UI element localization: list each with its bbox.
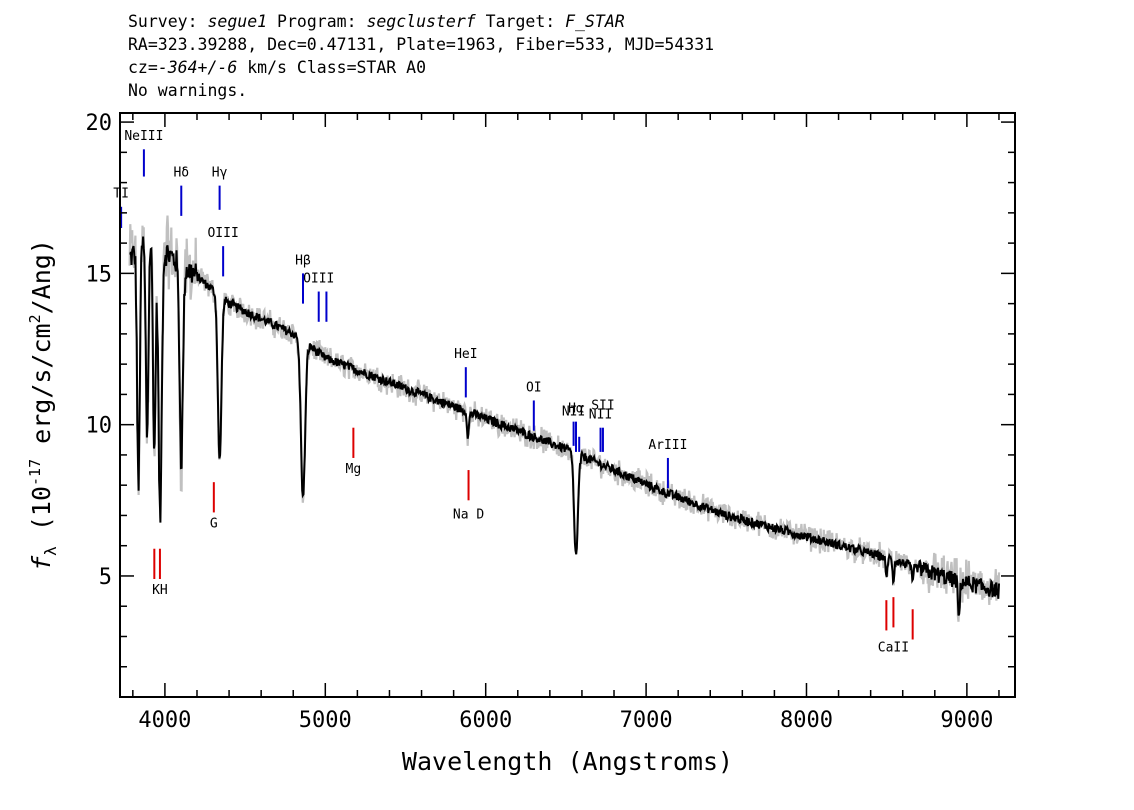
emission-line-label: OIII [303, 271, 334, 286]
absorption-line-label: G [210, 517, 218, 532]
x-axis-label: Wavelength (Angstroms) [402, 747, 733, 776]
x-tick-label: 9000 [940, 708, 993, 733]
emission-line-label: OIII [207, 226, 238, 241]
y-label-units: erg/s/cm [27, 323, 56, 458]
target-value: F_STAR [565, 12, 625, 31]
y-label-end: /Ang) [27, 239, 56, 314]
x-tick-label: 4000 [138, 708, 191, 733]
emission-line-label: NII [589, 408, 612, 423]
cz-class: km/s Class=STAR A0 [237, 58, 427, 77]
emission-line-label: NeIII [124, 129, 163, 144]
flux-series-line [129, 236, 1000, 616]
y-tick-label: 20 [86, 111, 113, 136]
y-label-exp2: 2 [26, 314, 44, 323]
program-value: segclusterf [366, 12, 476, 31]
target-label: Target: [475, 12, 566, 31]
header-survey-line: Survey: segue1 Program: segclusterf Targ… [128, 10, 714, 33]
spectrum-header: Survey: segue1 Program: segclusterf Targ… [128, 10, 714, 102]
y-label-main: (10 [27, 486, 56, 546]
survey-value: segue1 [207, 12, 268, 31]
header-cz-line: cz=-364+/-6 km/s Class=STAR A0 [128, 56, 714, 79]
x-tick-label: 5000 [299, 708, 352, 733]
emission-line-label: Hβ [295, 253, 311, 268]
plot-frame [119, 112, 1016, 698]
y-tick-label: 10 [86, 414, 113, 439]
y-label-exp: -17 [26, 459, 44, 486]
absorption-line-label: CaII [878, 641, 909, 656]
emission-line-label: Hδ [173, 166, 189, 181]
header-warnings-line: No warnings. [128, 81, 248, 100]
emission-line-label: SII [591, 399, 614, 414]
emission-line-label: HeI [454, 347, 477, 362]
x-tick-label: 7000 [620, 708, 673, 733]
absorption-line-label: Na D [453, 507, 484, 522]
header-coords-line: RA=323.39288, Dec=0.47131, Plate=1963, F… [128, 35, 715, 54]
y-label-prefix: f [27, 555, 56, 571]
program-label: Program: [267, 12, 367, 31]
x-tick-label: 8000 [780, 708, 833, 733]
cz-label: cz= [128, 58, 158, 77]
survey-label: Survey: [128, 12, 208, 31]
emission-line-label: OI [526, 380, 542, 395]
absorption-line-label: Mg [346, 462, 362, 477]
absorption-line-label: KH [152, 583, 168, 598]
y-label-sub: λ [41, 546, 60, 556]
y-tick-label: 5 [99, 565, 112, 590]
emission-line-label: TI [113, 187, 129, 202]
emission-line-label: ArIII [648, 438, 687, 453]
y-axis-label: fλ (10-17 erg/s/cm2/Ang) [26, 239, 60, 571]
emission-line-label: Hγ [212, 166, 228, 181]
cz-value: -364+/-6 [157, 58, 238, 77]
axis-ticks: 4000 5000 6000 7000 8000 9000 5 10 15 20 [86, 111, 1015, 733]
x-tick-label: 6000 [459, 708, 512, 733]
emission-line-label: NII [562, 405, 585, 420]
y-tick-label: 15 [86, 262, 113, 287]
emission-line-label: Hα [568, 402, 584, 417]
